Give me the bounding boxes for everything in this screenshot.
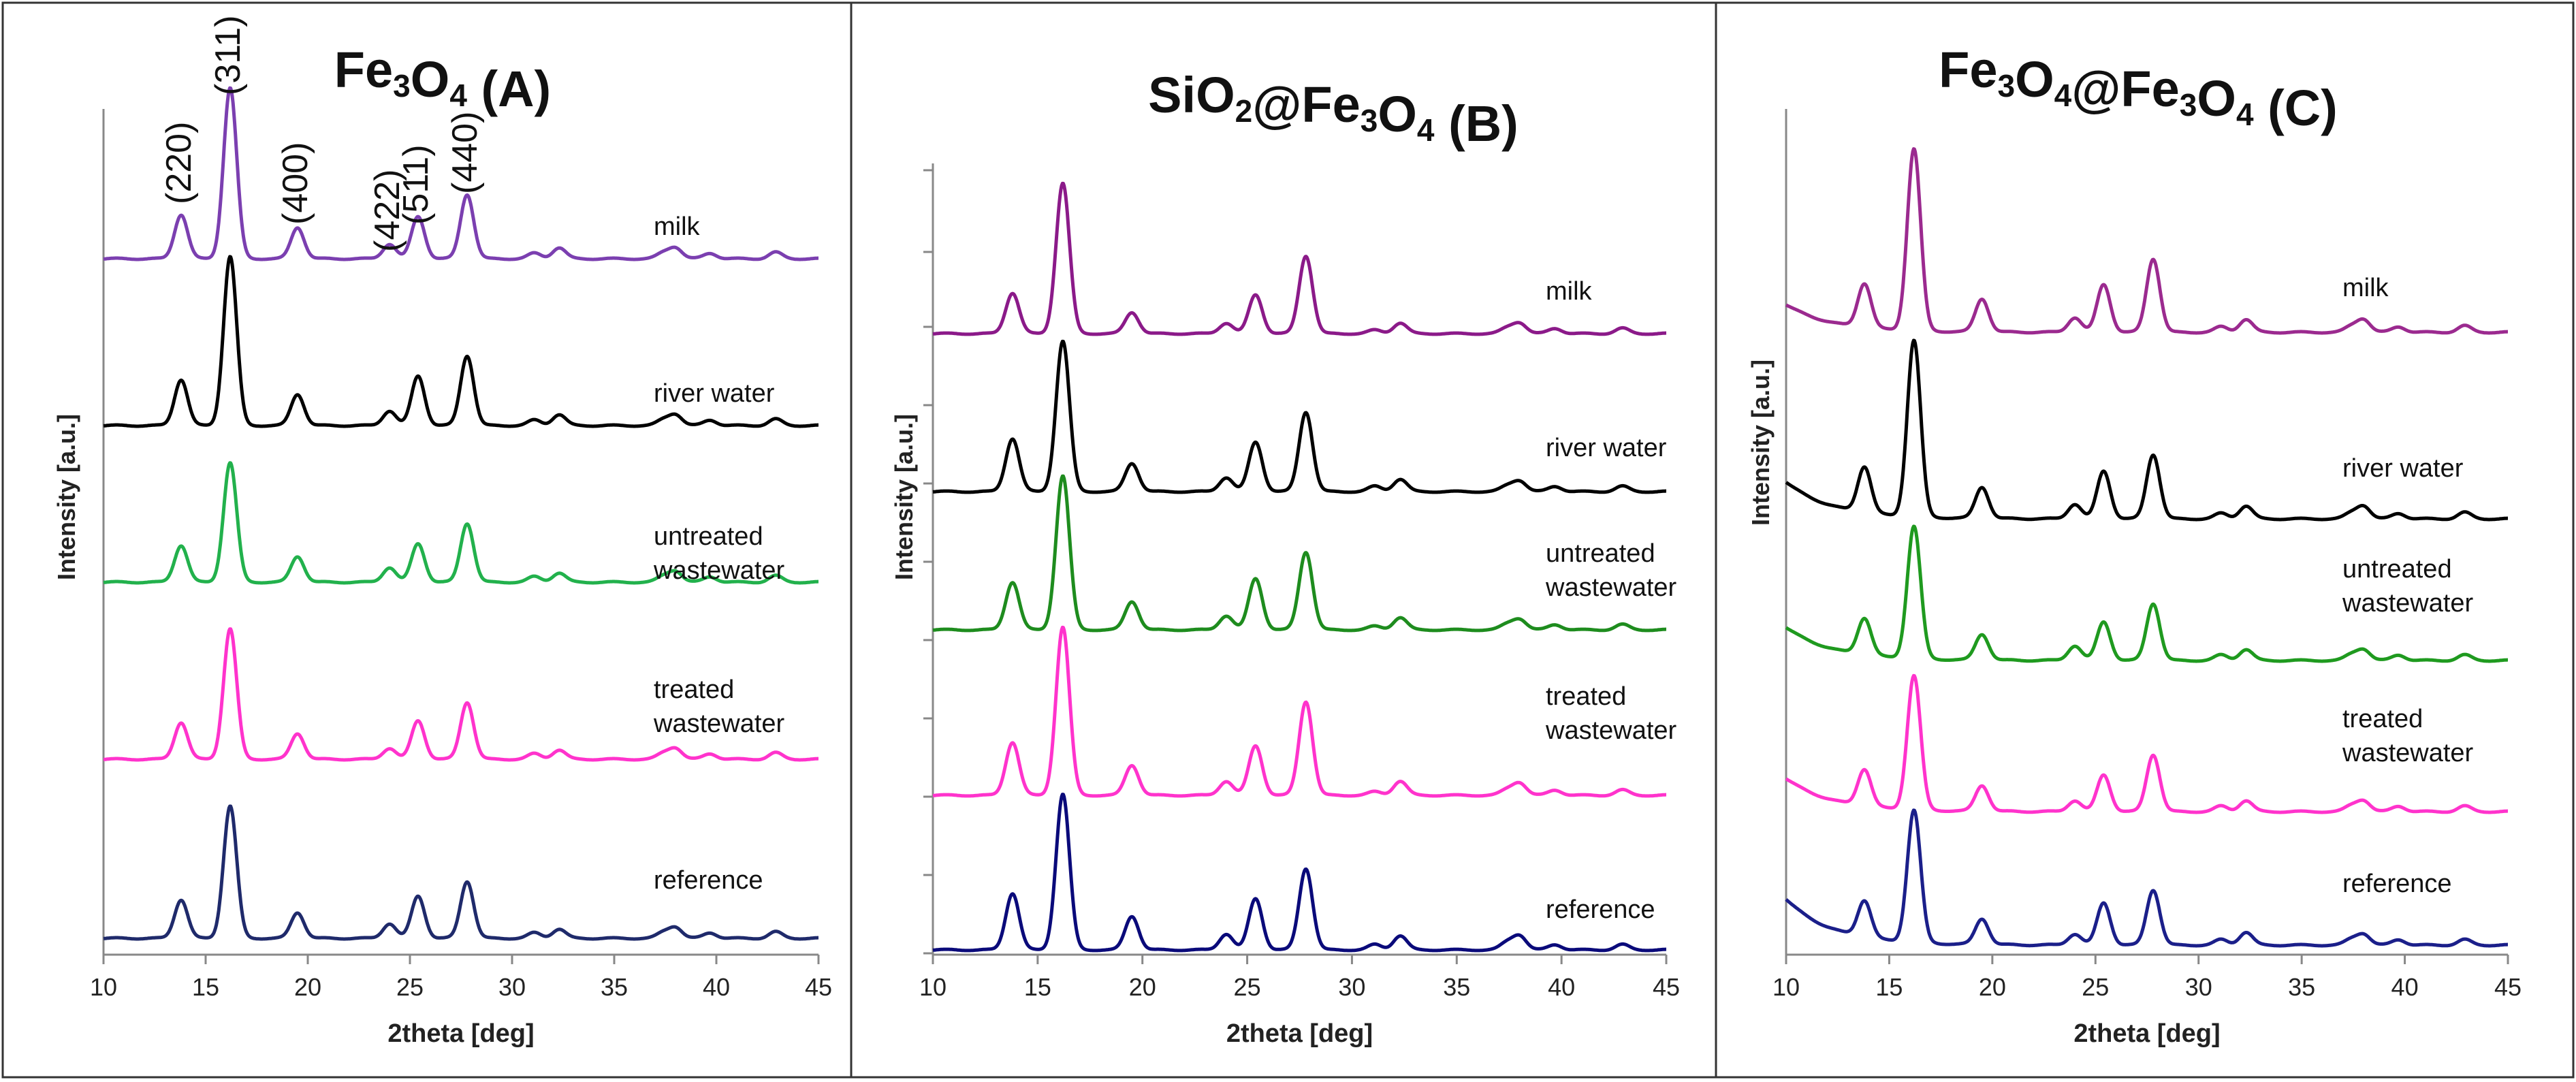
x-tick-label: 10 bbox=[919, 973, 947, 1001]
x-tick-label: 35 bbox=[601, 973, 628, 1001]
x-axis-label: 2theta [deg] bbox=[387, 1019, 534, 1048]
x-tick-label: 15 bbox=[1024, 973, 1051, 1001]
x-tick-label: 20 bbox=[1979, 973, 2006, 1001]
panel-2: 10 15 20 25 30 35 40 45 2theta [deg] Intensity [a… bbox=[850, 1, 1717, 1079]
x-tick-label: 40 bbox=[2391, 973, 2419, 1001]
panel-3: 10 15 20 25 30 35 40 45 2theta [deg] Intensity [a… bbox=[1715, 1, 2575, 1079]
series-line-river-water bbox=[1785, 338, 2509, 522]
x-tick-label: 25 bbox=[1234, 973, 1261, 1001]
series-line-river-water bbox=[102, 255, 820, 428]
series-line-river-water bbox=[932, 339, 1668, 494]
x-tick-label: 20 bbox=[1129, 973, 1156, 1001]
x-tick-label: 25 bbox=[396, 973, 424, 1001]
x-tick-label: 30 bbox=[498, 973, 526, 1001]
x-tick-label: 20 bbox=[294, 973, 321, 1001]
panel-title: Fe3O4@Fe3O4 (C) bbox=[1939, 42, 2338, 136]
series-line-reference bbox=[932, 793, 1668, 953]
series-line-treated-wastewater bbox=[1785, 673, 2509, 814]
series-line-milk bbox=[1785, 147, 2509, 335]
series-line-reference bbox=[1785, 808, 2509, 948]
series-line-treated-wastewater bbox=[932, 625, 1668, 798]
x-tick-label: 45 bbox=[1653, 973, 1680, 1001]
x-tick-label: 15 bbox=[192, 973, 219, 1001]
series-line-untreated-wastewater bbox=[1785, 524, 2509, 663]
x-tick-label: 45 bbox=[805, 973, 832, 1001]
x-tick-label: 40 bbox=[1548, 973, 1575, 1001]
x-axis-label: 2theta [deg] bbox=[2073, 1019, 2220, 1048]
panel-frame bbox=[1715, 1, 2575, 1079]
series-label: treated bbox=[2342, 705, 2423, 733]
series-label: untreated bbox=[654, 522, 763, 551]
series-line-untreated-wastewater bbox=[932, 474, 1668, 633]
series-line-reference bbox=[102, 804, 820, 941]
x-tick-label: 10 bbox=[1772, 973, 1800, 1001]
y-axis-label: Intensity [a.u.] bbox=[890, 414, 918, 580]
series-line-milk bbox=[102, 86, 820, 261]
panel-title: SiO2@Fe3O4 (B) bbox=[1148, 67, 1518, 152]
hkl-annotation: (400) bbox=[276, 142, 315, 225]
hkl-annotation: (511) bbox=[396, 144, 436, 225]
series-label: river water bbox=[2342, 454, 2464, 483]
series-label: wastewater bbox=[1545, 573, 1677, 602]
hkl-annotation: (311) bbox=[208, 15, 248, 95]
series-label: milk bbox=[1546, 277, 1593, 306]
x-tick-label: 25 bbox=[2082, 973, 2109, 1001]
series-label: untreated bbox=[2342, 555, 2452, 584]
panel-1: 10 15 20 25 30 35 40 45 2theta [deg] Intensity [a… bbox=[1, 1, 853, 1079]
series-label: treated bbox=[654, 675, 734, 704]
series-label: milk bbox=[2342, 274, 2389, 302]
x-tick-label: 10 bbox=[90, 973, 117, 1001]
series-label: wastewater bbox=[2342, 589, 2474, 618]
hkl-annotation: (440) bbox=[445, 112, 485, 194]
series-label: wastewater bbox=[1545, 716, 1677, 745]
series-label: reference bbox=[1546, 895, 1655, 924]
series-label: river water bbox=[654, 379, 775, 408]
series-label: wastewater bbox=[653, 710, 785, 738]
x-tick-label: 15 bbox=[1875, 973, 1903, 1001]
x-tick-label: 30 bbox=[2185, 973, 2212, 1001]
series-label: reference bbox=[654, 866, 763, 895]
series-label: wastewater bbox=[653, 556, 785, 585]
y-axis-label: Intensity [a.u.] bbox=[52, 414, 80, 580]
series-label: treated bbox=[1546, 682, 1626, 711]
x-axis-label: 2theta [deg] bbox=[1226, 1019, 1373, 1048]
series-label: reference bbox=[2342, 870, 2452, 898]
x-tick-label: 45 bbox=[2494, 973, 2522, 1001]
series-line-treated-wastewater bbox=[102, 627, 820, 762]
x-tick-label: 40 bbox=[703, 973, 730, 1001]
series-label: river water bbox=[1546, 434, 1667, 462]
x-tick-label: 35 bbox=[1443, 973, 1470, 1001]
y-axis-label: Intensity [a.u.] bbox=[1747, 360, 1775, 526]
hkl-annotation: (220) bbox=[159, 122, 199, 204]
x-tick-label: 30 bbox=[1338, 973, 1365, 1001]
series-line-untreated-wastewater bbox=[102, 461, 820, 585]
hkl-annotation: (422) bbox=[368, 170, 407, 252]
series-label: milk bbox=[654, 212, 701, 241]
panel-title: Fe3O4 (A) bbox=[334, 42, 551, 117]
series-line-milk bbox=[932, 181, 1668, 336]
series-label: wastewater bbox=[2342, 739, 2474, 767]
x-tick-label: 35 bbox=[2288, 973, 2315, 1001]
series-label: untreated bbox=[1546, 539, 1655, 568]
